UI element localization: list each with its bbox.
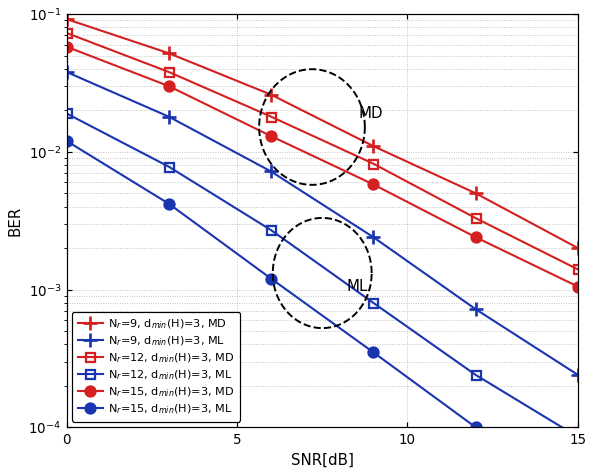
N$_r$=12, d$_{min}$(H)=3, MD — [370, 161, 377, 167]
Y-axis label: BER: BER — [8, 206, 23, 236]
N$_r$=15, d$_{min}$(H)=3, MD — [574, 284, 582, 290]
N$_r$=15, d$_{min}$(H)=3, ML — [267, 276, 274, 282]
N$_r$=15, d$_{min}$(H)=3, ML — [370, 350, 377, 355]
Line: N$_r$=15, d$_{min}$(H)=3, MD: N$_r$=15, d$_{min}$(H)=3, MD — [61, 42, 583, 292]
N$_r$=12, d$_{min}$(H)=3, ML — [574, 434, 582, 440]
N$_r$=15, d$_{min}$(H)=3, ML — [165, 201, 172, 207]
N$_r$=9, d$_{min}$(H)=3, MD — [267, 92, 274, 98]
N$_r$=9, d$_{min}$(H)=3, ML — [472, 306, 479, 312]
N$_r$=9, d$_{min}$(H)=3, ML — [574, 372, 582, 378]
Line: N$_r$=15, d$_{min}$(H)=3, ML: N$_r$=15, d$_{min}$(H)=3, ML — [61, 136, 583, 475]
N$_r$=12, d$_{min}$(H)=3, ML — [472, 372, 479, 378]
Line: N$_r$=9, d$_{min}$(H)=3, ML: N$_r$=9, d$_{min}$(H)=3, ML — [60, 66, 584, 382]
N$_r$=12, d$_{min}$(H)=3, MD — [63, 30, 70, 36]
Line: N$_r$=12, d$_{min}$(H)=3, ML: N$_r$=12, d$_{min}$(H)=3, ML — [62, 109, 583, 441]
N$_r$=12, d$_{min}$(H)=3, ML — [165, 164, 172, 170]
N$_r$=15, d$_{min}$(H)=3, MD — [63, 44, 70, 50]
N$_r$=9, d$_{min}$(H)=3, MD — [574, 245, 582, 251]
N$_r$=15, d$_{min}$(H)=3, ML — [63, 138, 70, 144]
N$_r$=15, d$_{min}$(H)=3, MD — [165, 84, 172, 89]
N$_r$=9, d$_{min}$(H)=3, MD — [472, 190, 479, 196]
N$_r$=15, d$_{min}$(H)=3, MD — [472, 235, 479, 240]
N$_r$=15, d$_{min}$(H)=3, MD — [267, 133, 274, 139]
Text: ML: ML — [346, 279, 368, 294]
N$_r$=9, d$_{min}$(H)=3, MD — [165, 50, 172, 56]
N$_r$=9, d$_{min}$(H)=3, ML — [370, 235, 377, 240]
Line: N$_r$=12, d$_{min}$(H)=3, MD: N$_r$=12, d$_{min}$(H)=3, MD — [62, 28, 583, 274]
N$_r$=12, d$_{min}$(H)=3, ML — [370, 300, 377, 306]
N$_r$=9, d$_{min}$(H)=3, ML — [63, 69, 70, 75]
Line: N$_r$=9, d$_{min}$(H)=3, MD: N$_r$=9, d$_{min}$(H)=3, MD — [60, 12, 584, 255]
N$_r$=12, d$_{min}$(H)=3, MD — [574, 266, 582, 272]
N$_r$=12, d$_{min}$(H)=3, MD — [267, 114, 274, 120]
N$_r$=15, d$_{min}$(H)=3, MD — [370, 181, 377, 187]
N$_r$=9, d$_{min}$(H)=3, ML — [267, 169, 274, 174]
N$_r$=9, d$_{min}$(H)=3, MD — [63, 17, 70, 22]
N$_r$=12, d$_{min}$(H)=3, ML — [63, 111, 70, 116]
N$_r$=9, d$_{min}$(H)=3, MD — [370, 143, 377, 149]
X-axis label: SNR[dB]: SNR[dB] — [290, 453, 353, 467]
N$_r$=12, d$_{min}$(H)=3, MD — [165, 69, 172, 75]
N$_r$=12, d$_{min}$(H)=3, ML — [267, 228, 274, 233]
Legend: N$_r$=9, d$_{min}$(H)=3, MD, N$_r$=9, d$_{min}$(H)=3, ML, N$_r$=12, d$_{min}$(H): N$_r$=9, d$_{min}$(H)=3, MD, N$_r$=9, d$… — [72, 312, 240, 422]
Text: MD: MD — [358, 106, 383, 121]
N$_r$=15, d$_{min}$(H)=3, ML — [472, 425, 479, 430]
N$_r$=9, d$_{min}$(H)=3, ML — [165, 114, 172, 120]
N$_r$=12, d$_{min}$(H)=3, MD — [472, 215, 479, 221]
